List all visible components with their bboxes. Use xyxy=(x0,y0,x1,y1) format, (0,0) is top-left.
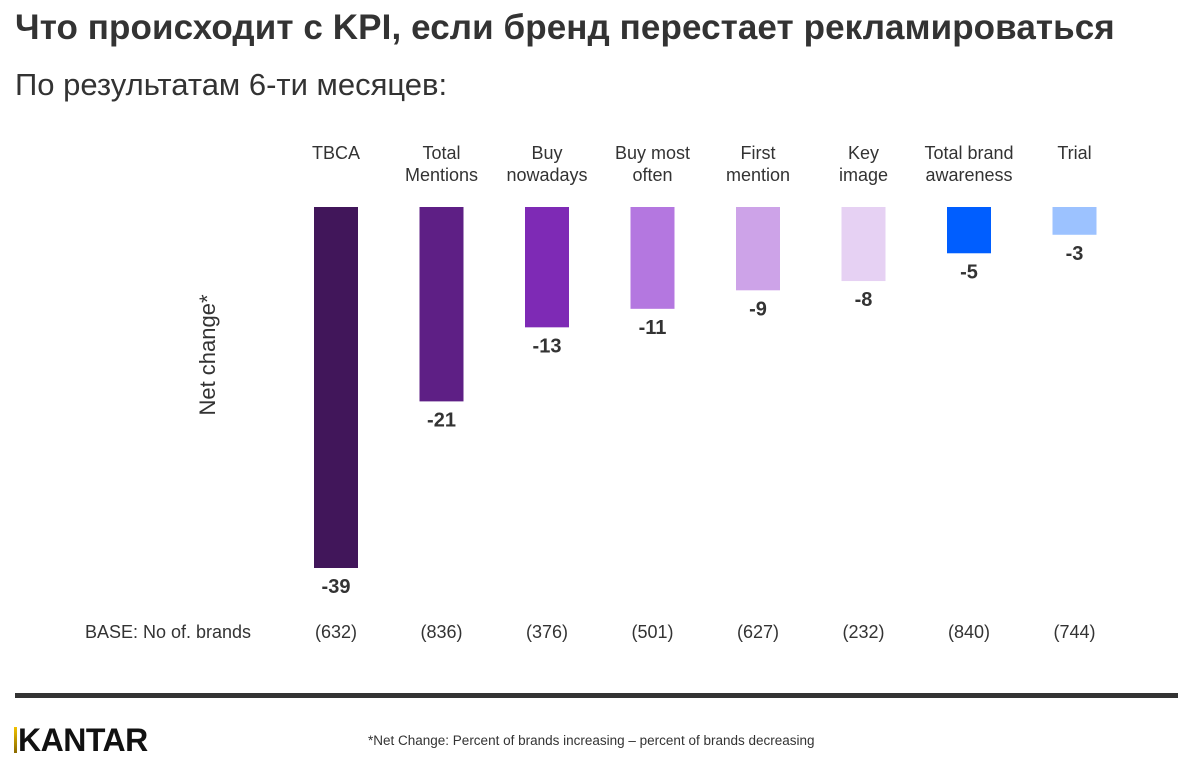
category-label-line: First xyxy=(741,143,776,163)
category-label: TBCA xyxy=(312,143,360,163)
value-label: -3 xyxy=(1066,243,1084,265)
footnote: *Net Change: Percent of brands increasin… xyxy=(368,733,815,748)
page-subtitle: По результатам 6-ти месяцев: xyxy=(15,67,448,102)
base-value: (632) xyxy=(315,622,357,642)
bar xyxy=(736,207,780,291)
category-label: Total Mentions xyxy=(405,143,478,185)
logo-accent-bar xyxy=(14,727,17,753)
category-label-line: Key xyxy=(848,143,879,163)
page-title: Что происходит с KPI, если бренд переста… xyxy=(15,8,1115,47)
logo-text: KANTAR xyxy=(18,722,148,758)
category-label: First mention xyxy=(726,143,790,185)
value-label: -13 xyxy=(533,335,562,357)
category-label-line: nowadays xyxy=(506,165,587,185)
bar xyxy=(1052,207,1097,235)
bar xyxy=(947,207,991,254)
value-label: -8 xyxy=(855,289,873,311)
bar xyxy=(841,207,886,282)
value-label: -21 xyxy=(427,409,456,431)
category-label: Buy most often xyxy=(615,143,690,185)
bar xyxy=(419,207,464,402)
category-label-line: TBCA xyxy=(312,143,360,163)
category-label-line: often xyxy=(632,165,672,185)
base-row-label: BASE: No of. brands xyxy=(85,622,251,642)
kantar-logo: KANTAR xyxy=(14,724,148,756)
bar xyxy=(525,207,569,328)
bar xyxy=(314,207,358,568)
value-label: -9 xyxy=(749,298,767,320)
base-value: (232) xyxy=(842,622,884,642)
value-label: -11 xyxy=(639,317,667,339)
base-value: (744) xyxy=(1053,622,1095,642)
value-label: -39 xyxy=(322,576,351,598)
bar-chart: TBCA Total Mentions Buy nowadays Buy most ofte… xyxy=(85,143,1097,642)
category-label: Buy nowadays xyxy=(506,143,587,185)
base-value: (627) xyxy=(737,622,779,642)
category-label-line: Total xyxy=(422,143,460,163)
bars xyxy=(314,207,1097,568)
base-value: (376) xyxy=(526,622,568,642)
footer-divider xyxy=(15,693,1178,698)
base-value: (840) xyxy=(948,622,990,642)
category-labels: TBCA Total Mentions Buy nowadays Buy most ofte… xyxy=(312,143,1092,185)
value-labels: -39 -21 -13 -11 -9 -8 -5 -3 xyxy=(322,243,1084,598)
category-label-line: Buy xyxy=(531,143,562,163)
category-label-line: Mentions xyxy=(405,165,478,185)
category-label: Total brand awareness xyxy=(924,143,1013,185)
category-label-line: image xyxy=(839,165,888,185)
base-value: (836) xyxy=(420,622,462,642)
bar xyxy=(630,207,675,309)
category-label-line: Trial xyxy=(1057,143,1091,163)
category-label-line: mention xyxy=(726,165,790,185)
category-label: Trial xyxy=(1057,143,1091,163)
value-label: -5 xyxy=(960,261,978,283)
base-value: (501) xyxy=(631,622,673,642)
category-label-line: Buy most xyxy=(615,143,690,163)
base-row: (632) (836) (376) (501) (627) (232) (840) (744)… xyxy=(85,622,1096,642)
category-label-line: Total brand xyxy=(924,143,1013,163)
category-label-line: awareness xyxy=(925,165,1012,185)
category-label: Key image xyxy=(839,143,888,185)
